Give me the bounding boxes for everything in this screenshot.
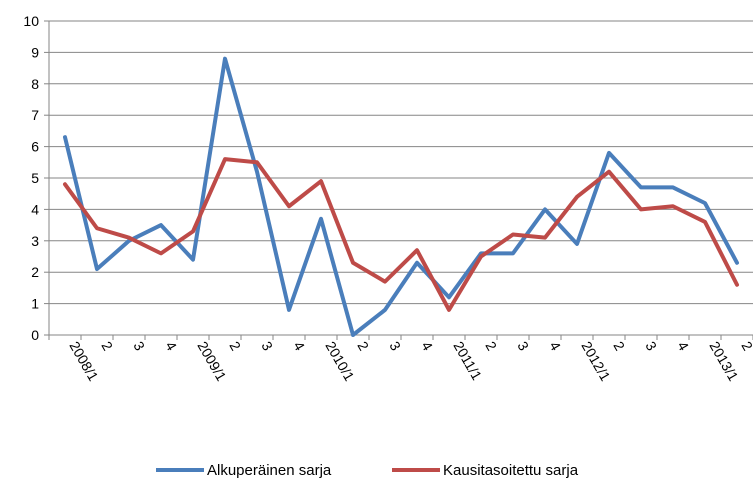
y-tick-label: 7 bbox=[31, 107, 39, 123]
data-point bbox=[543, 207, 547, 211]
x-tick-label: 3 bbox=[514, 339, 532, 354]
data-point bbox=[383, 280, 387, 284]
data-point bbox=[671, 204, 675, 208]
x-tick-label: 2 bbox=[482, 339, 500, 354]
data-point bbox=[415, 261, 419, 265]
x-tick-label: 4 bbox=[162, 339, 180, 354]
legend-label-2: Kausitasoitettu sarja bbox=[443, 462, 579, 479]
data-point bbox=[735, 261, 739, 265]
x-tick-label: 3 bbox=[258, 339, 276, 354]
y-tick-label: 10 bbox=[23, 13, 39, 29]
axes bbox=[44, 20, 753, 340]
x-tick-label: 2008/1 bbox=[66, 339, 101, 384]
data-point bbox=[735, 283, 739, 287]
data-point bbox=[447, 295, 451, 299]
data-point bbox=[95, 267, 99, 271]
data-point bbox=[639, 185, 643, 189]
data-point bbox=[671, 185, 675, 189]
data-point bbox=[575, 242, 579, 246]
data-point bbox=[575, 195, 579, 199]
data-point bbox=[511, 251, 515, 255]
data-point bbox=[223, 57, 227, 61]
data-point bbox=[255, 160, 259, 164]
x-tick-label: 2 bbox=[738, 339, 753, 354]
y-tick-label: 5 bbox=[31, 170, 39, 186]
data-point bbox=[543, 236, 547, 240]
x-tick-label: 3 bbox=[386, 339, 404, 354]
x-tick-label: 2010/1 bbox=[322, 339, 357, 384]
data-point bbox=[319, 217, 323, 221]
data-point bbox=[607, 170, 611, 174]
x-tick-label: 2011/1 bbox=[450, 339, 485, 383]
x-tick-label: 4 bbox=[290, 339, 308, 354]
data-point bbox=[447, 308, 451, 312]
data-point bbox=[351, 333, 355, 337]
data-point bbox=[95, 226, 99, 230]
data-point bbox=[415, 248, 419, 252]
data-point bbox=[287, 308, 291, 312]
x-tick-labels: 2008/12 3 4 2009/12 3 4 2010/12 3 4 2011/12 3 4 2012… bbox=[66, 339, 753, 384]
data-point bbox=[639, 207, 643, 211]
data-point bbox=[319, 179, 323, 183]
data-point bbox=[63, 182, 67, 186]
data-point bbox=[479, 255, 483, 259]
y-tick-label: 3 bbox=[31, 233, 39, 249]
y-tick-label: 2 bbox=[31, 264, 39, 280]
data-point bbox=[351, 261, 355, 265]
data-point bbox=[223, 157, 227, 161]
x-tick-label: 4 bbox=[418, 339, 436, 354]
data-point bbox=[511, 233, 515, 237]
data-point bbox=[703, 201, 707, 205]
data-point bbox=[159, 251, 163, 255]
y-tick-label: 6 bbox=[31, 139, 39, 155]
x-tick-label: 4 bbox=[546, 339, 564, 354]
x-tick-label: 2013/1 bbox=[706, 339, 741, 384]
legend-label-1: Alkuperäinen sarja bbox=[207, 462, 332, 479]
x-tick-label: 3 bbox=[130, 339, 148, 354]
x-tick-label: 2 bbox=[354, 339, 372, 354]
x-tick-label: 2009/1 bbox=[194, 339, 229, 384]
data-point bbox=[191, 258, 195, 262]
y-tick-labels: 0 1 2 3 4 5 6 7 8 9 10 bbox=[23, 13, 39, 343]
data-point bbox=[127, 236, 131, 240]
y-tick-label: 0 bbox=[31, 327, 39, 343]
y-tick-label: 4 bbox=[31, 201, 39, 217]
series-lines bbox=[63, 56, 739, 337]
data-point bbox=[607, 151, 611, 155]
y-tick-label: 8 bbox=[31, 76, 39, 92]
data-point bbox=[287, 204, 291, 208]
data-point bbox=[255, 170, 259, 174]
data-point bbox=[63, 135, 67, 139]
data-point bbox=[383, 308, 387, 312]
gridlines bbox=[49, 20, 753, 305]
series-line-1 bbox=[63, 56, 739, 337]
data-point bbox=[703, 220, 707, 224]
data-point bbox=[191, 229, 195, 233]
x-tick-label: 2 bbox=[226, 339, 244, 354]
data-point bbox=[159, 223, 163, 227]
y-tick-label: 9 bbox=[31, 44, 39, 60]
x-tick-label: 4 bbox=[674, 339, 692, 354]
legend: Alkuperäinen sarja Kausitasoitettu sarja bbox=[156, 462, 579, 479]
x-tick-label: 2012/1 bbox=[578, 339, 613, 384]
x-tick-label: 2 bbox=[610, 339, 628, 354]
x-tick-label: 3 bbox=[642, 339, 660, 354]
x-tick-label: 2 bbox=[98, 339, 116, 354]
series-line-2 bbox=[63, 157, 739, 312]
y-tick-label: 1 bbox=[31, 296, 39, 312]
